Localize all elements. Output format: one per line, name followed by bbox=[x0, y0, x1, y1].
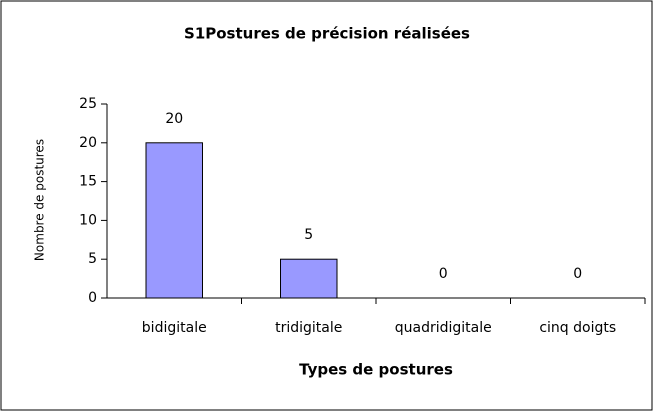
data-label: 5 bbox=[304, 227, 313, 243]
data-label: 0 bbox=[439, 266, 448, 282]
y-tick-label: 15 bbox=[79, 174, 97, 190]
y-tick-label: 25 bbox=[79, 96, 97, 112]
x-tick-label: quadridigitale bbox=[395, 320, 492, 336]
chart-title: S1Postures de précision réalisées bbox=[184, 25, 470, 43]
y-tick-label: 5 bbox=[88, 251, 97, 267]
bar bbox=[280, 258, 338, 299]
x-tick-label: bidigitale bbox=[142, 320, 207, 336]
x-tick-label: tridigitale bbox=[275, 320, 342, 336]
x-axis-title: Types de postures bbox=[299, 361, 453, 379]
y-axis-title: Nombre de postures bbox=[33, 139, 47, 261]
y-tick-label: 20 bbox=[79, 135, 97, 151]
x-tick-label: cinq doigts bbox=[539, 320, 616, 336]
data-label: 20 bbox=[165, 111, 183, 127]
y-tick-label: 10 bbox=[79, 212, 97, 228]
data-label: 0 bbox=[573, 266, 582, 282]
bar bbox=[145, 142, 203, 299]
y-tick-label: 0 bbox=[88, 290, 97, 306]
